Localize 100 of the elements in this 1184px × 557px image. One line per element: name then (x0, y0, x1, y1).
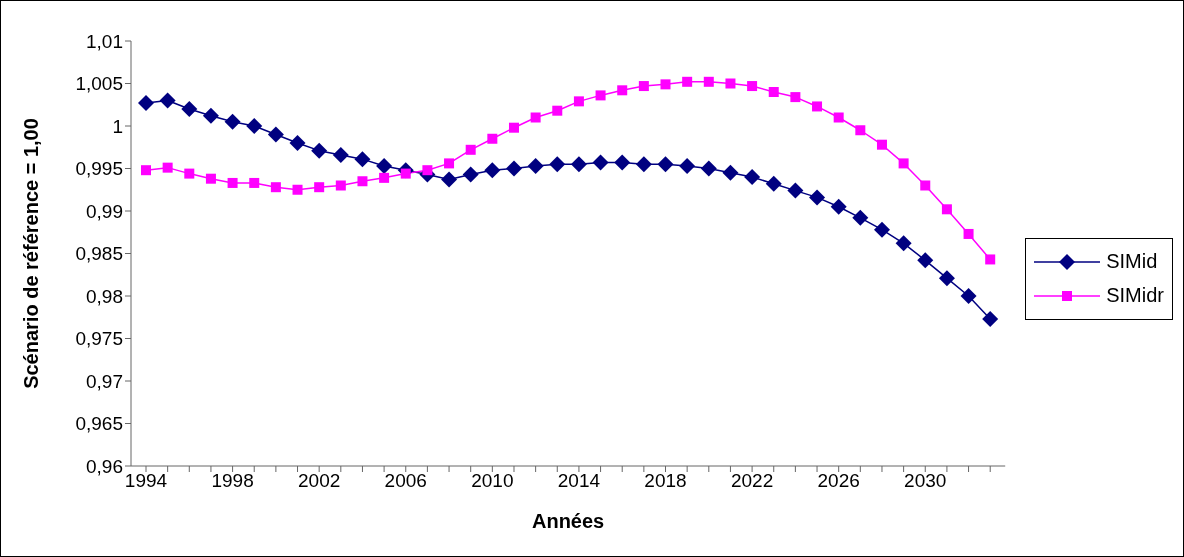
point (159, 92, 176, 109)
point (379, 172, 390, 183)
x-tick-label: 1998 (211, 470, 254, 492)
point (246, 118, 263, 134)
point (725, 78, 736, 89)
point (530, 112, 541, 123)
point (527, 157, 544, 174)
point (549, 156, 566, 173)
y-tick-label: 0,965 (75, 413, 123, 435)
point (335, 180, 346, 191)
point (357, 176, 368, 187)
y-tick-label: 0,995 (75, 158, 123, 180)
point (484, 162, 501, 179)
point (227, 177, 238, 188)
point (703, 76, 714, 87)
point (422, 165, 433, 176)
y-tick-label: 1,005 (75, 73, 123, 95)
point (960, 288, 977, 304)
x-tick-label: 2006 (384, 470, 427, 492)
point (270, 182, 281, 193)
point (876, 139, 887, 150)
point (224, 113, 241, 130)
point (765, 175, 782, 192)
point (982, 310, 999, 327)
point (267, 126, 284, 143)
point (354, 151, 371, 168)
y-tick-label: 0,96 (86, 455, 123, 477)
x-tick-label: 2002 (298, 470, 341, 492)
point (462, 166, 479, 183)
point (465, 144, 476, 155)
point (332, 146, 349, 163)
point (920, 180, 931, 191)
point (812, 101, 823, 112)
point (205, 173, 216, 184)
point (614, 154, 631, 171)
point (595, 90, 606, 101)
point (141, 165, 151, 176)
point (963, 228, 974, 239)
point (682, 76, 693, 87)
point (505, 160, 522, 177)
point (181, 101, 198, 117)
point (638, 81, 649, 92)
point (855, 125, 866, 136)
x-tick-label: 2030 (904, 470, 947, 492)
y-tick-label: 0,985 (75, 243, 123, 265)
point (202, 107, 219, 124)
point (162, 162, 173, 173)
point (573, 96, 584, 107)
point (660, 79, 671, 90)
point (744, 169, 761, 185)
point (941, 204, 952, 215)
x-tick-label: 2010 (471, 470, 514, 492)
point (570, 156, 587, 173)
y-tick-label: 0,99 (86, 200, 123, 222)
point (722, 164, 739, 181)
point (552, 105, 563, 116)
x-tick-label: 2022 (730, 470, 774, 492)
point (768, 87, 779, 97)
point (314, 182, 325, 193)
point (700, 160, 717, 177)
point (747, 81, 758, 92)
y-tick-label: 1,01 (86, 30, 123, 52)
point (249, 177, 260, 188)
point (184, 168, 195, 179)
x-tick-label: 2014 (557, 470, 601, 492)
point (376, 157, 393, 174)
point (617, 85, 628, 96)
y-tick-label: 0,98 (86, 285, 123, 307)
x-axis-title: Années (531, 510, 605, 532)
point (441, 171, 458, 188)
point (917, 252, 934, 269)
x-tick-label: 2026 (817, 470, 860, 492)
y-tick-label: 1 (112, 115, 123, 137)
point (790, 92, 801, 103)
y-tick-label: 0,97 (86, 370, 123, 392)
point (657, 156, 674, 173)
point (985, 254, 996, 265)
y-tick-label: 0,975 (75, 328, 123, 350)
point (679, 157, 696, 174)
legend-label: SIMid (1106, 250, 1158, 273)
point (289, 135, 306, 151)
point (809, 189, 826, 206)
point (635, 156, 652, 173)
point (852, 209, 869, 226)
x-tick-label: 1994 (124, 470, 168, 492)
point (898, 158, 909, 169)
point (292, 184, 303, 195)
point (508, 122, 519, 133)
point (138, 95, 154, 112)
point (830, 198, 847, 215)
point (444, 158, 455, 169)
point (487, 133, 498, 144)
point (787, 182, 804, 199)
y-axis-title: Scénario de référence = 1,00 (20, 118, 43, 389)
point (592, 154, 609, 171)
point (311, 142, 328, 159)
point (873, 221, 890, 238)
point (833, 112, 844, 123)
x-tick-label: 2018 (644, 470, 687, 492)
point (895, 235, 912, 252)
